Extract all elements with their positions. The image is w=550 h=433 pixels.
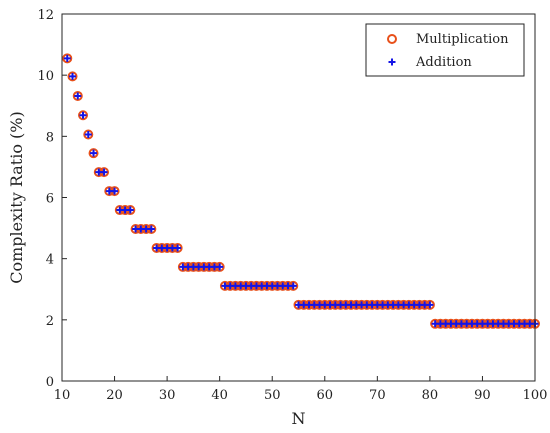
- x-tick-label: 10: [54, 388, 71, 403]
- y-tick-label: 10: [37, 69, 54, 84]
- y-tick-label: 4: [46, 253, 54, 268]
- addition-point: [289, 282, 297, 290]
- axis-ticks: 10 20 30 40 50 60 70 80 90 100 0 2 4 6 8 10 12: [37, 8, 547, 403]
- addition-point: [74, 92, 82, 100]
- multiplication-point: [67, 71, 78, 82]
- x-tick-label: 20: [106, 388, 123, 403]
- x-axis-label: N: [292, 409, 306, 428]
- x-tick-label: 30: [159, 388, 176, 403]
- x-tick-label: 70: [369, 388, 386, 403]
- addition-point: [63, 54, 71, 62]
- y-tick-label: 12: [37, 8, 54, 23]
- data-marks: [62, 53, 540, 329]
- legend-multiplication-label: Multiplication: [416, 32, 509, 47]
- addition-point: [69, 72, 77, 80]
- y-tick-label: 0: [46, 375, 54, 390]
- addition-point: [90, 149, 98, 157]
- legend-addition-marker: [388, 58, 396, 66]
- addition-point: [147, 225, 155, 233]
- legend-box: [365, 23, 525, 77]
- addition-point: [111, 187, 119, 195]
- x-tick-label: 80: [422, 388, 439, 403]
- addition-point: [84, 130, 92, 138]
- x-tick-label: 90: [474, 388, 491, 403]
- multiplication-point: [88, 148, 99, 159]
- legend: Multiplication Addition: [365, 23, 525, 77]
- legend-multiplication-marker: [387, 34, 397, 44]
- y-tick-label: 6: [46, 192, 54, 207]
- x-tick-label: 100: [523, 388, 548, 403]
- addition-point: [216, 263, 224, 271]
- x-tick-label: 50: [264, 388, 281, 403]
- addition-point: [174, 244, 182, 252]
- multiplication-point: [72, 90, 83, 101]
- multiplication-point: [62, 53, 73, 64]
- y-axis-label: Complexity Ratio (%): [7, 111, 26, 283]
- addition-point: [79, 111, 87, 119]
- x-tick-label: 60: [317, 388, 334, 403]
- legend-addition-label: Addition: [415, 55, 472, 70]
- addition-point: [100, 168, 108, 176]
- multiplication-point: [83, 129, 94, 140]
- addition-point: [126, 206, 134, 214]
- multiplication-point: [78, 110, 89, 121]
- y-tick-label: 2: [46, 314, 54, 329]
- x-tick-label: 40: [211, 388, 228, 403]
- plot-frame: [61, 13, 536, 382]
- y-tick-label: 8: [46, 130, 54, 145]
- addition-point: [426, 301, 434, 309]
